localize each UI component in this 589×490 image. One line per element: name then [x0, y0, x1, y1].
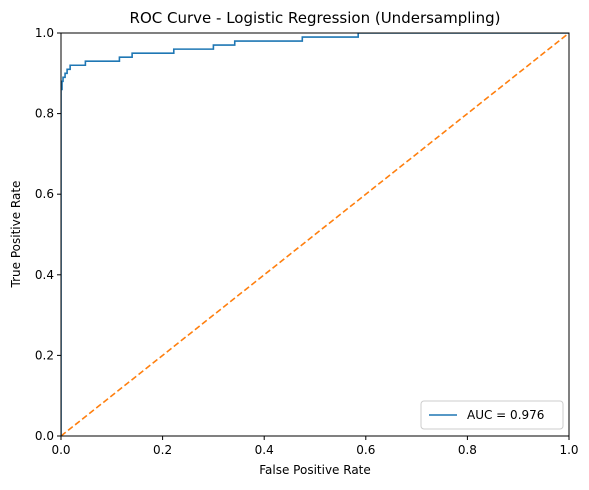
y-tick-label: 0.6 — [35, 187, 54, 201]
chance-diagonal-line — [61, 33, 569, 436]
y-tick-label: 1.0 — [35, 26, 54, 40]
legend-label-roc: AUC = 0.976 — [467, 408, 544, 422]
legend: AUC = 0.976 — [420, 400, 564, 430]
x-tick-label: 1.0 — [559, 443, 578, 457]
roc-curve-line — [61, 33, 569, 436]
axes-frame — [60, 32, 570, 437]
y-tick-label: 0.2 — [35, 348, 54, 362]
x-tick-label: 0.4 — [255, 443, 274, 457]
y-tick-label: 0.8 — [35, 107, 54, 121]
x-tick-label: 0.0 — [51, 443, 70, 457]
legend-box — [420, 400, 564, 430]
y-axis-label: True Positive Rate — [9, 181, 23, 289]
x-axis-label: False Positive Rate — [259, 463, 371, 477]
y-tick-label: 0.0 — [35, 429, 54, 443]
x-tick-label: 0.6 — [356, 443, 375, 457]
x-tick-label: 0.2 — [153, 443, 172, 457]
chart-title: ROC Curve - Logistic Regression (Undersa… — [130, 9, 501, 27]
y-tick-label: 0.4 — [35, 268, 54, 282]
x-tick-label: 0.8 — [458, 443, 477, 457]
